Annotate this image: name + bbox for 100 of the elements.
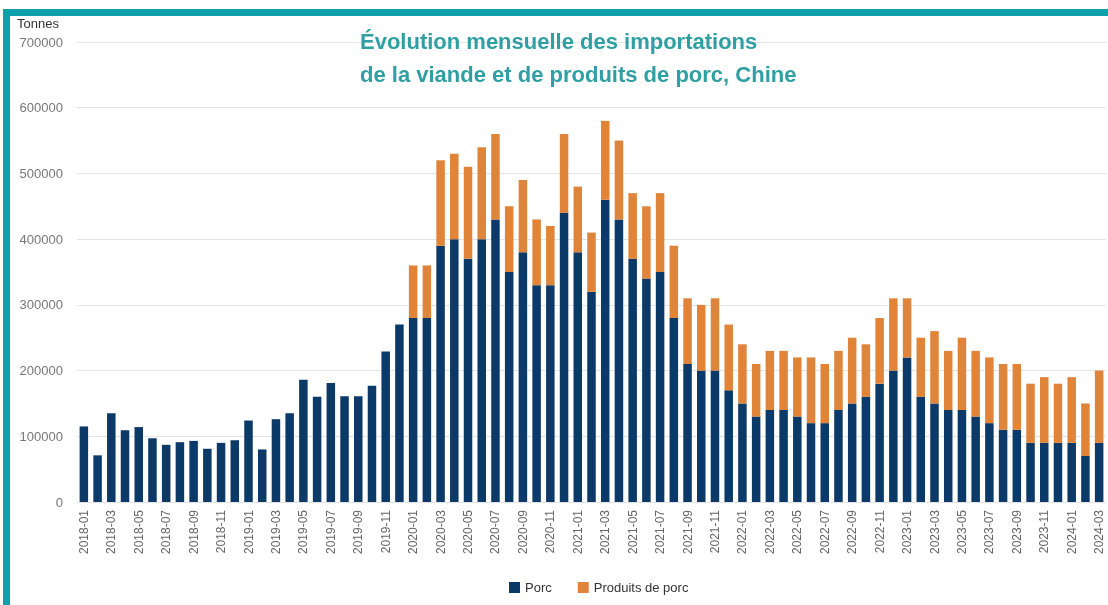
bar <box>367 385 377 502</box>
legend-label: Porc <box>525 580 553 595</box>
bar <box>998 364 1008 430</box>
chart-title: Évolution mensuelle des importations de la viande et de produits de porc, Chine <box>360 29 797 87</box>
bar <box>875 383 884 502</box>
x-tick-label: 2019-09 <box>351 509 366 555</box>
y-tick-label: 0 <box>55 494 63 510</box>
bar <box>216 442 226 502</box>
x-tick-label: 2020-05 <box>461 509 476 555</box>
x-tick-label: 2022-01 <box>735 509 750 555</box>
bar <box>875 318 884 384</box>
bar <box>189 440 198 502</box>
x-tick-label: 2020-03 <box>433 509 448 555</box>
bar <box>573 186 583 253</box>
bar <box>971 416 980 502</box>
bar <box>683 298 692 364</box>
bar <box>916 337 926 397</box>
bar <box>1040 442 1049 502</box>
y-tick-label: 300000 <box>19 297 63 313</box>
x-tick-label: 2021-01 <box>570 509 585 555</box>
y-tick-label: 700000 <box>19 34 63 50</box>
bar <box>834 350 843 410</box>
bar <box>408 318 418 502</box>
bar <box>463 166 473 259</box>
bar <box>463 258 473 502</box>
bar <box>683 364 692 502</box>
bar <box>134 427 143 502</box>
x-tick-label: 2021-03 <box>598 509 613 555</box>
bar <box>422 318 432 502</box>
bar <box>957 410 967 502</box>
bar <box>1053 442 1063 502</box>
bar <box>244 420 253 502</box>
x-tick-label: 2021-11 <box>707 509 722 554</box>
bar <box>902 298 912 358</box>
bar <box>847 337 857 404</box>
bar <box>669 245 679 318</box>
x-tick-label: 2022-03 <box>762 509 777 555</box>
bar <box>820 364 829 424</box>
bar <box>710 298 720 371</box>
bar <box>559 212 569 502</box>
bar <box>491 134 500 220</box>
bar <box>697 370 706 502</box>
bar <box>1067 442 1076 502</box>
bar <box>1012 364 1022 430</box>
bar <box>738 403 747 502</box>
bar <box>697 304 706 371</box>
bar <box>614 219 624 502</box>
x-tick-label: 2018-11 <box>214 509 229 554</box>
y-axis-title: Tonnes <box>17 16 60 31</box>
x-tick-label: 2024-01 <box>1064 509 1079 555</box>
bar <box>587 232 596 292</box>
x-tick-label: 2019-05 <box>296 509 311 555</box>
bar <box>161 444 171 502</box>
bar <box>710 370 720 502</box>
bar <box>751 364 761 417</box>
bar <box>79 426 89 502</box>
bar <box>299 379 308 502</box>
bar <box>642 278 651 502</box>
bar <box>1081 456 1090 502</box>
x-tick-label: 2022-11 <box>872 509 887 554</box>
bar <box>573 252 583 502</box>
bar <box>546 285 555 502</box>
bar <box>203 448 212 502</box>
bar <box>450 153 459 240</box>
x-tick-label: 2019-03 <box>268 509 283 555</box>
bar <box>1053 383 1063 443</box>
bar <box>1081 403 1090 456</box>
bar <box>930 331 939 404</box>
bar <box>600 120 610 200</box>
bar <box>669 318 679 502</box>
bar <box>532 285 541 502</box>
bar <box>943 350 953 410</box>
bar <box>257 449 267 502</box>
bar <box>806 423 816 502</box>
bar <box>504 272 514 502</box>
bar <box>998 429 1008 502</box>
bar <box>628 193 637 259</box>
bar <box>312 396 322 502</box>
bar <box>820 423 829 502</box>
bar <box>518 252 528 502</box>
bar <box>477 239 486 502</box>
bar <box>436 245 445 502</box>
bar <box>518 180 528 253</box>
bar <box>930 403 939 502</box>
bar <box>1094 442 1104 502</box>
bar <box>724 324 733 391</box>
bar <box>655 272 665 502</box>
bar <box>642 206 651 279</box>
bar <box>889 370 898 502</box>
bar <box>93 455 102 502</box>
x-tick-label: 2018-05 <box>131 509 146 555</box>
bar <box>587 291 596 502</box>
bar <box>175 442 185 502</box>
bar <box>793 357 802 417</box>
bar <box>395 324 404 502</box>
bar <box>724 390 733 502</box>
x-tick-label: 2021-05 <box>625 509 640 555</box>
bar <box>655 193 665 272</box>
bar <box>408 265 418 318</box>
x-tick-label: 2023-01 <box>900 509 915 555</box>
